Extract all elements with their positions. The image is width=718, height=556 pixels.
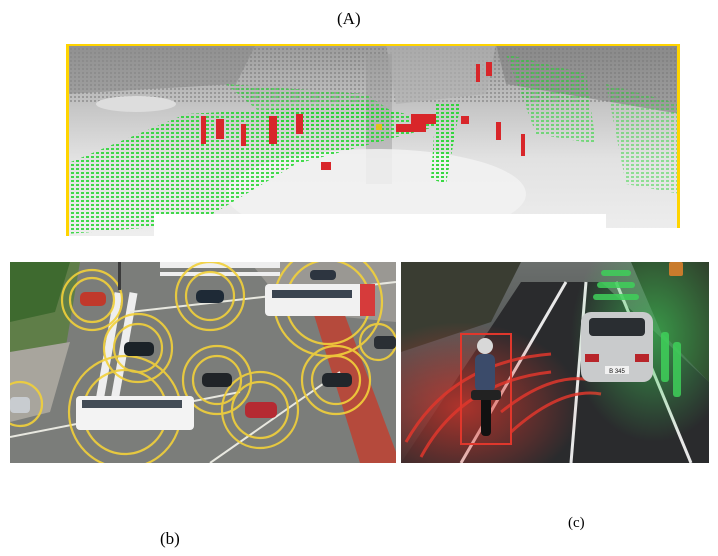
caption-c: (c) <box>568 515 585 531</box>
license-plate: B 345 <box>609 369 625 375</box>
lidar-point-cloud-image <box>66 44 680 236</box>
caption-b: (b) <box>160 529 180 548</box>
caption-a: (A) <box>337 9 361 28</box>
sensor-detection-road-image: B 345 <box>401 262 709 463</box>
connected-vehicles-intersection-image <box>10 262 396 463</box>
